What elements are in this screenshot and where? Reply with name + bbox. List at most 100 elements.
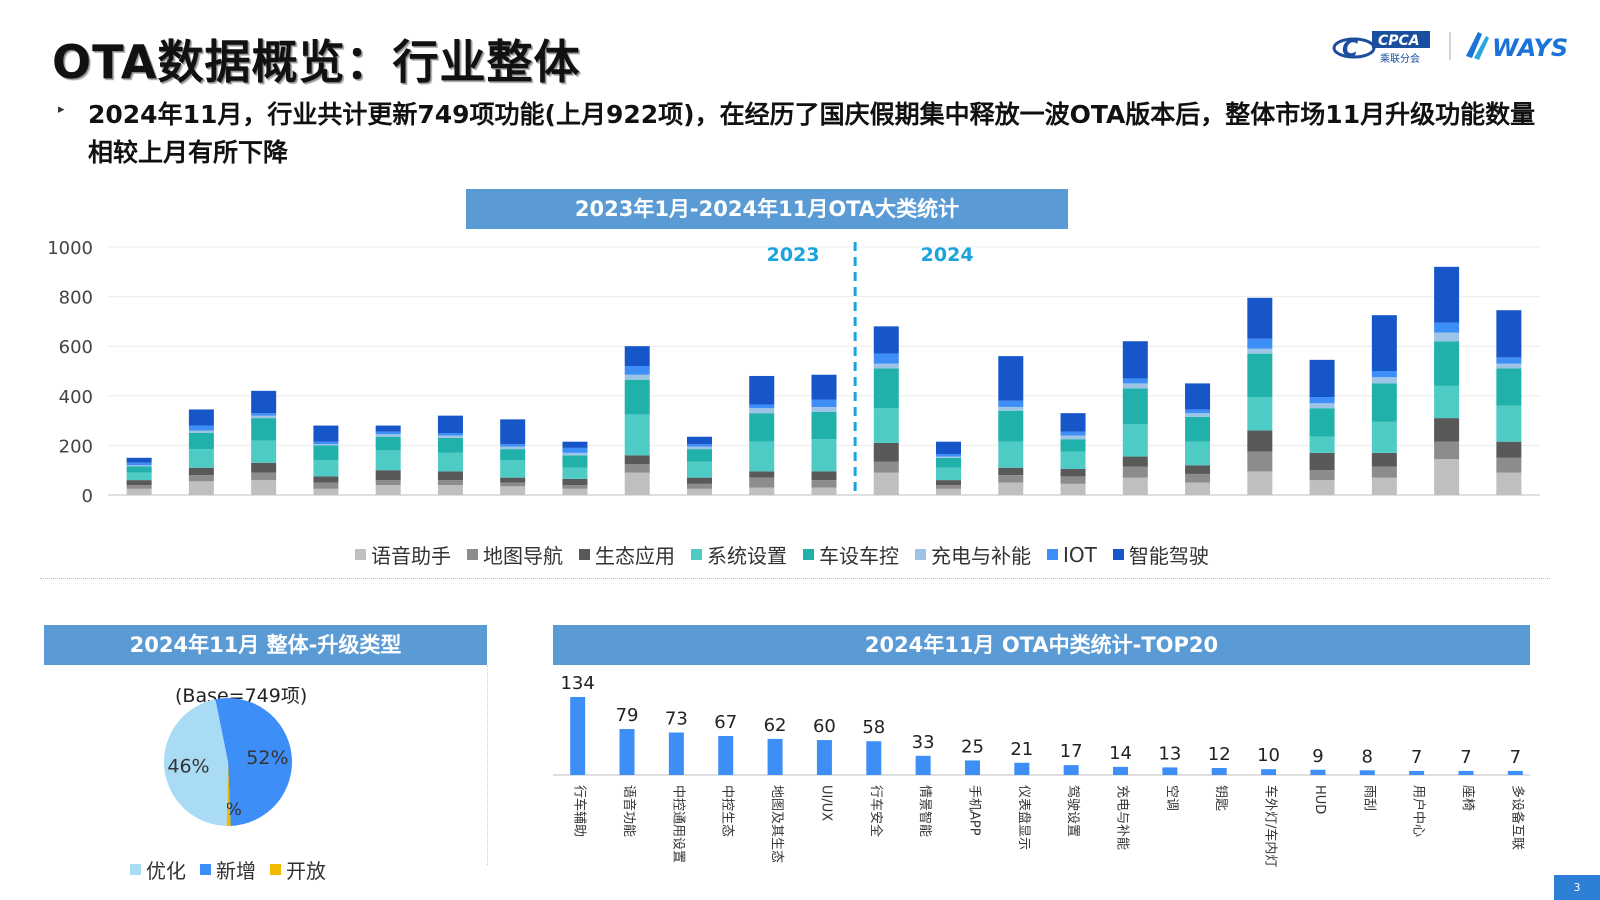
bar-segment-生态应用 xyxy=(126,480,152,486)
bar-segment-生态应用 xyxy=(1185,465,1211,474)
bar-segment-智能驾驶 xyxy=(313,425,339,442)
bar-segment-充电与补能 xyxy=(375,434,401,437)
pie-slice-label: 52% xyxy=(246,747,288,769)
top20-bar xyxy=(767,738,783,775)
year-label-2023: 2023 xyxy=(767,244,820,266)
legend-swatch xyxy=(355,549,366,560)
bar-segment-智能驾驶 xyxy=(749,375,775,405)
top20-value-label: 17 xyxy=(1060,741,1083,762)
bar-segment-智能驾驶 xyxy=(1122,341,1148,379)
bar-segment-语音助手 xyxy=(749,487,775,495)
bar-segment-充电与补能 xyxy=(936,456,962,458)
bar-segment-充电与补能 xyxy=(188,430,214,433)
bar-segment-地图导航 xyxy=(749,477,775,488)
bar-segment-生态应用 xyxy=(811,471,837,481)
legend-label: IOT xyxy=(1063,542,1097,567)
top20-bar xyxy=(1063,765,1079,775)
top20-bar xyxy=(964,760,980,775)
bar-segment-充电与补能 xyxy=(1434,332,1460,342)
top20-category-label: 仪表盘显示 xyxy=(1016,785,1032,850)
legend-item: 智能驾驶 xyxy=(1112,540,1209,569)
bar-segment-生态应用 xyxy=(313,476,339,483)
bar-segment-IOT xyxy=(686,444,712,447)
brand-logos: C CPCA 乘联分会 WAYS xyxy=(1332,31,1568,65)
bar-segment-生态应用 xyxy=(1496,441,1522,458)
bar-segment-语音助手 xyxy=(1247,471,1273,495)
legend-label: 生态应用 xyxy=(595,544,675,568)
bar-segment-系统设置 xyxy=(811,439,837,472)
bar-segment-IOT xyxy=(251,413,277,416)
bar-segment-生态应用 xyxy=(686,477,712,484)
bar-segment-生态应用 xyxy=(251,462,277,473)
bar-segment-地图导航 xyxy=(1247,451,1273,472)
top20-value-label: 134 xyxy=(560,673,594,694)
top20-category-label: 语音功能 xyxy=(621,785,637,837)
top20-value-label: 21 xyxy=(1010,739,1033,760)
bar-segment-生态应用 xyxy=(1247,430,1273,452)
bar-segment-充电与补能 xyxy=(1060,435,1086,440)
top20-bar xyxy=(1359,770,1375,775)
upgrade-type-pie-chart: 52%1%46% xyxy=(163,698,292,826)
bar-segment-系统设置 xyxy=(375,450,401,471)
bar-segment-IOT xyxy=(188,425,214,431)
bar-segment-地图导航 xyxy=(188,475,214,482)
bar-segment-系统设置 xyxy=(1309,436,1335,453)
legend-item: 语音助手 xyxy=(355,540,451,569)
bar-segment-系统设置 xyxy=(437,452,463,472)
top20-value-label: 7 xyxy=(1411,747,1422,768)
bar-segment-充电与补能 xyxy=(1122,383,1148,389)
bar-segment-地图导航 xyxy=(811,480,837,488)
bar-segment-充电与补能 xyxy=(313,444,339,446)
pie-legend-label: 新增 xyxy=(216,859,256,883)
bar-segment-语音助手 xyxy=(375,485,401,495)
top20-category-label: 车外灯/车内灯 xyxy=(1263,785,1279,867)
cpca-logo-text: CPCA xyxy=(1378,33,1420,49)
bar-segment-充电与补能 xyxy=(1185,413,1211,417)
bar-segment-充电与补能 xyxy=(749,408,775,414)
top20-value-label: 62 xyxy=(764,715,787,736)
bar-segment-系统设置 xyxy=(1434,385,1460,419)
y-tick-label: 400 xyxy=(59,387,93,408)
bar-segment-语音助手 xyxy=(998,482,1024,495)
bar-segment-语音助手 xyxy=(1060,483,1086,495)
bar-segment-地图导航 xyxy=(998,475,1024,483)
panel-divider xyxy=(487,665,488,865)
pie-legend-swatch xyxy=(130,864,141,875)
bar-segment-生态应用 xyxy=(998,467,1024,476)
bar-segment-智能驾驶 xyxy=(500,419,526,445)
top20-value-label: 58 xyxy=(862,717,885,738)
bar-segment-生态应用 xyxy=(1434,418,1460,442)
bar-segment-语音助手 xyxy=(1122,477,1148,495)
legend-item: 生态应用 xyxy=(579,540,675,569)
top20-bar xyxy=(1113,766,1129,775)
bar-segment-智能驾驶 xyxy=(873,326,899,354)
legend-item: IOT xyxy=(1047,540,1097,569)
top20-category-label: 钥匙 xyxy=(1213,785,1228,811)
bar-segment-系统设置 xyxy=(188,449,214,468)
bar-segment-生态应用 xyxy=(936,480,962,486)
bar-segment-语音助手 xyxy=(500,486,526,495)
bar-segment-智能驾驶 xyxy=(1371,315,1397,371)
top20-value-label: 9 xyxy=(1312,746,1323,767)
legend-swatch xyxy=(915,549,926,560)
bar-segment-地图导航 xyxy=(437,480,463,486)
bar-segment-智能驾驶 xyxy=(936,441,962,455)
bar-segment-IOT xyxy=(998,400,1024,407)
top20-bar xyxy=(1458,770,1474,775)
top20-bar xyxy=(866,741,882,775)
bar-segment-地图导航 xyxy=(624,464,650,473)
top20-value-label: 10 xyxy=(1257,745,1280,766)
top20-category-label: HUD xyxy=(1312,785,1327,814)
bar-segment-生态应用 xyxy=(749,471,775,478)
top20-bar xyxy=(619,729,635,775)
pie-slice-开放 xyxy=(226,762,231,826)
bar-segment-智能驾驶 xyxy=(624,346,650,367)
bar-segment-系统设置 xyxy=(1496,405,1522,442)
bar-segment-地图导航 xyxy=(251,472,277,481)
top20-category-label: 空调 xyxy=(1164,785,1179,811)
bar-segment-智能驾驶 xyxy=(188,409,214,426)
bar-segment-系统设置 xyxy=(562,467,588,479)
bar-segment-智能驾驶 xyxy=(251,390,277,414)
bar-segment-生态应用 xyxy=(1122,456,1148,467)
top20-bar xyxy=(915,755,931,775)
